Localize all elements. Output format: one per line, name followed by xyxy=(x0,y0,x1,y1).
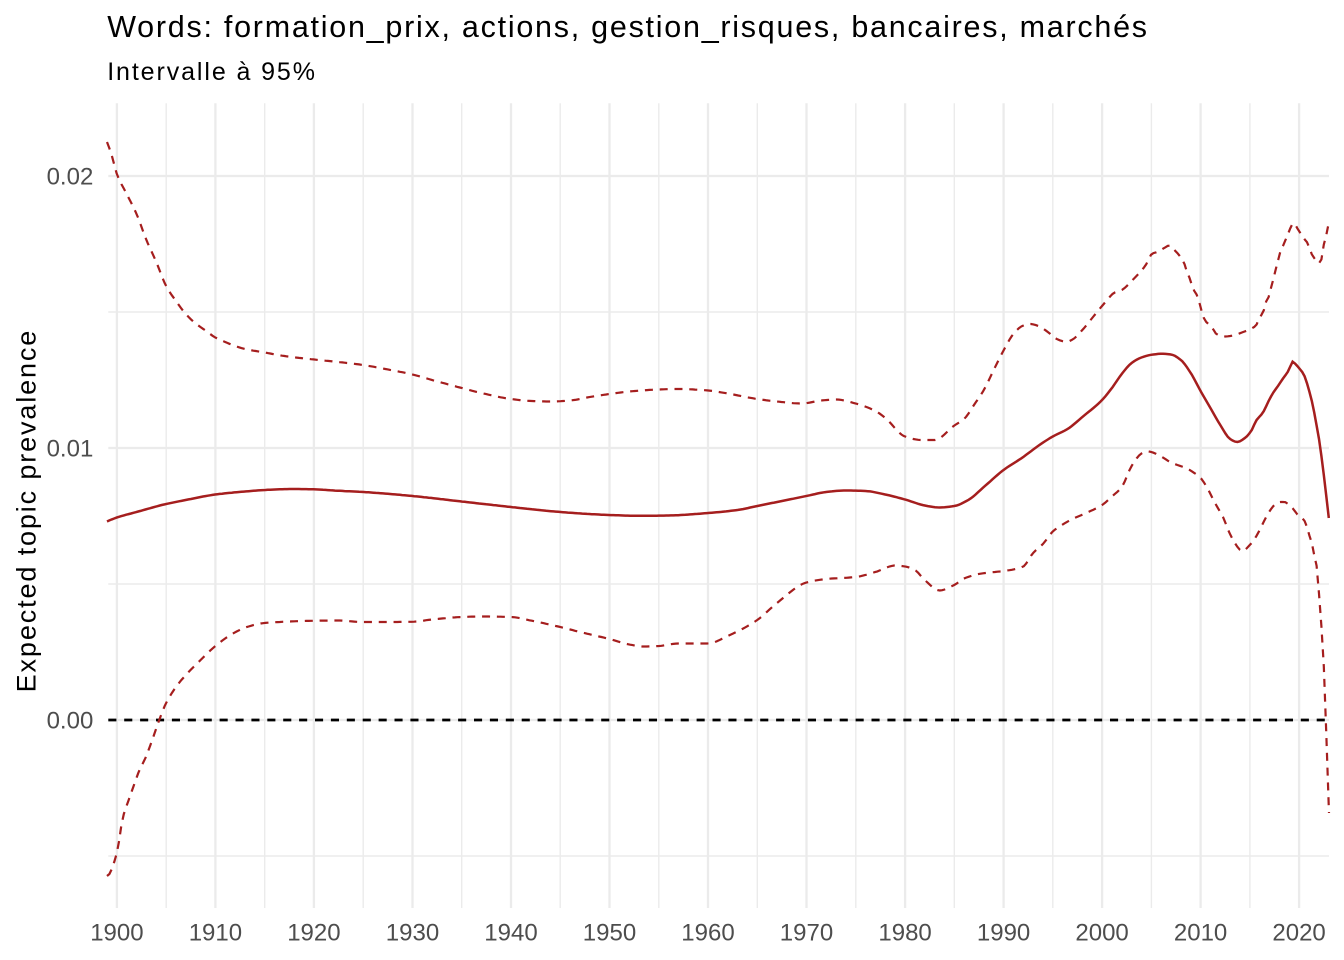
svg-text:1970: 1970 xyxy=(780,919,833,946)
svg-text:0.02: 0.02 xyxy=(47,164,94,191)
svg-text:1960: 1960 xyxy=(681,919,734,946)
svg-text:0.01: 0.01 xyxy=(47,436,94,463)
svg-text:1940: 1940 xyxy=(484,919,537,946)
svg-text:1920: 1920 xyxy=(287,919,340,946)
svg-text:1930: 1930 xyxy=(386,919,439,946)
svg-text:1900: 1900 xyxy=(90,919,143,946)
svg-text:2020: 2020 xyxy=(1272,919,1325,946)
svg-text:1910: 1910 xyxy=(189,919,242,946)
svg-text:2000: 2000 xyxy=(1075,919,1128,946)
svg-text:Words: formation_prix, actions: Words: formation_prix, actions, gestion_… xyxy=(107,10,1149,44)
svg-text:Intervalle à 95%: Intervalle à 95% xyxy=(107,58,317,86)
svg-text:Expected topic prevalence: Expected topic prevalence xyxy=(12,329,42,692)
svg-text:1980: 1980 xyxy=(878,919,931,946)
svg-text:2010: 2010 xyxy=(1174,919,1227,946)
svg-text:1950: 1950 xyxy=(583,919,636,946)
svg-text:1990: 1990 xyxy=(977,919,1030,946)
svg-text:0.00: 0.00 xyxy=(47,708,94,735)
